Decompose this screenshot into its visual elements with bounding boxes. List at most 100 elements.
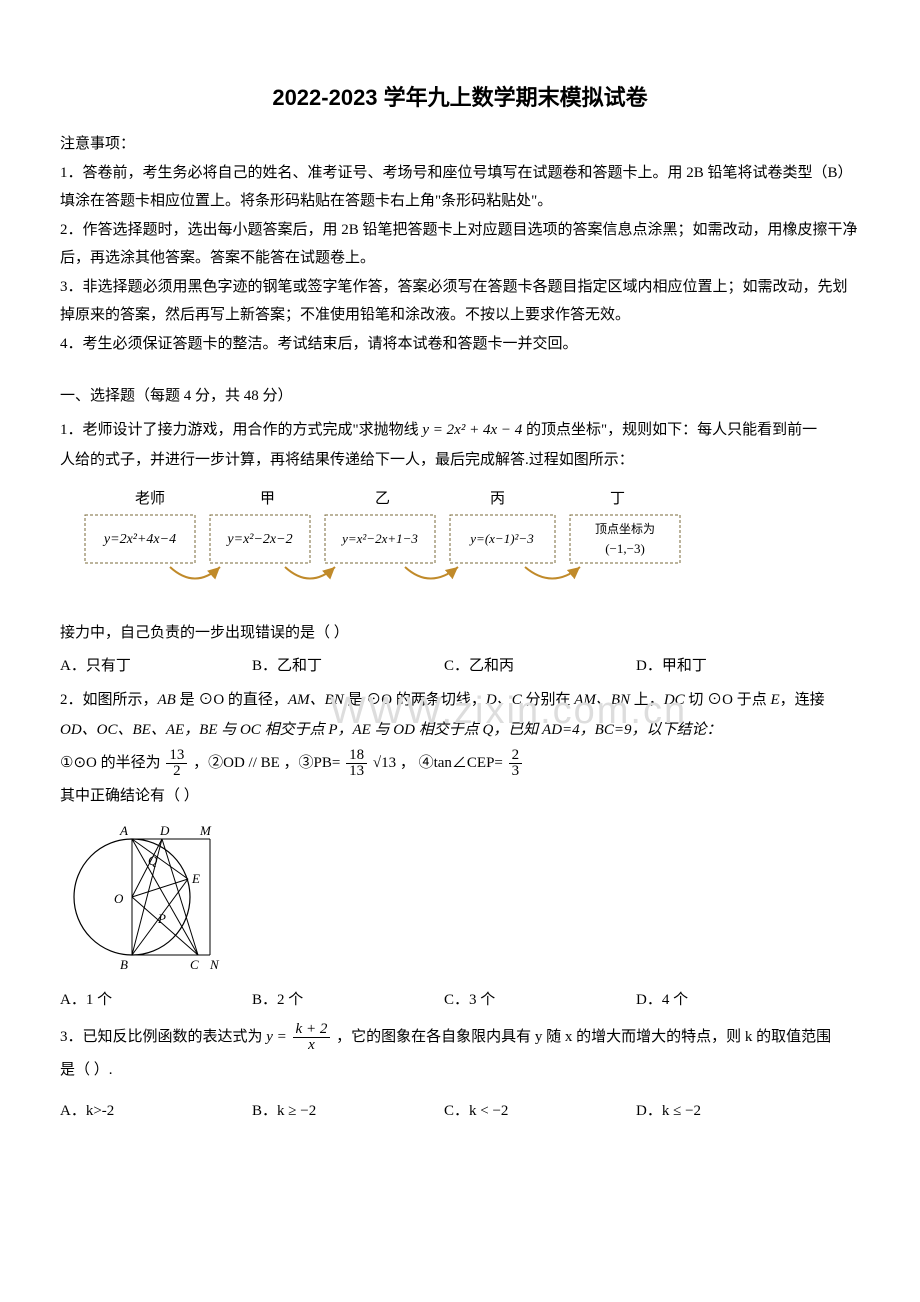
q2-l1g: 分别在 (522, 692, 575, 708)
q2-l1l: E (771, 692, 780, 708)
q2-options: A．1 个 B．2 个 C．3 个 D．4 个 (60, 988, 860, 1009)
q3-options: A．k>-2 B．k ≥ −2 C．k < −2 D．k ≤ −2 (60, 1099, 860, 1120)
section-1-heading: 一、选择题（每题 4 分，共 48 分） (60, 384, 860, 405)
flow-box-1: y=x²−2x−2 (210, 515, 310, 563)
q1-option-c: C．乙和丙 (444, 654, 636, 675)
notice-heading: 注意事项： (60, 130, 860, 159)
q2-s-sep2: ， ④tan∠CEP= (400, 755, 503, 771)
flow-arrow-1 (170, 567, 220, 579)
flow-arrow-4 (525, 567, 580, 579)
q2-option-d: D．4 个 (636, 988, 828, 1009)
q2-frac2: 1813 (344, 748, 369, 779)
q1-tail: 接力中，自己负责的一步出现错误的是（ ） (60, 618, 860, 648)
q3-option-d: D．k ≤ −2 (636, 1099, 828, 1120)
q2-l1e: 是 ⊙O 的两条切线， (344, 692, 486, 708)
q1-option-b: B．乙和丁 (252, 654, 444, 675)
svg-text:y=(x−1)²−3: y=(x−1)²−3 (468, 531, 534, 546)
q2-l1h: AM、BN (574, 692, 630, 708)
flow-label-2: 乙 (375, 491, 390, 507)
flow-box-2: y=x²−2x+1−3 (325, 515, 435, 563)
flow-label-0: 老师 (135, 490, 165, 507)
q2-frac1: 132 (164, 748, 189, 779)
q2-l1m: ，连接 (780, 692, 825, 708)
q1-option-d: D．甲和丁 (636, 654, 828, 675)
q1-flow-diagram: 老师 甲 乙 丙 丁 y=2x²+4x−4 y=x²−2x−2 y=x²−2x+… (80, 485, 860, 610)
svg-text:y=x²−2x+1−3: y=x²−2x+1−3 (340, 531, 418, 546)
q2-lbl-E: E (191, 871, 200, 886)
q2-lbl-N: N (209, 957, 220, 972)
q2-l1b: AB (158, 692, 176, 708)
q2-l1d: AM、BN (288, 692, 344, 708)
q1-text-a: 1．老师设计了接力游戏，用合作的方式完成"求抛物线 (60, 422, 422, 438)
q3-text-a: 3．已知反比例函数的表达式为 (60, 1029, 266, 1045)
flow-box-4: 顶点坐标为 (−1,−3) (570, 515, 680, 563)
q2-l1c: 是 ⊙O 的直径， (176, 692, 288, 708)
q3-stem: 3．已知反比例函数的表达式为 y = k + 2x ，它的图象在各自象限内具有 … (60, 1019, 860, 1055)
notice-item-4: 4．考生必须保证答题卡的整洁。考试结束后，请将本试卷和答题卡一并交回。 (60, 330, 860, 359)
q3-frac-num: k + 2 (293, 1022, 331, 1038)
notice-item-2: 2．作答选择题时，选出每小题答案后，用 2B 铅笔把答题卡上对应题目选项的答案信… (60, 216, 860, 273)
notice-item-1: 1．答卷前，考生务必将自己的姓名、准考证号、考场号和座位号填写在试题卷和答题卡上… (60, 159, 860, 216)
q2-frac3-den: 3 (509, 764, 523, 779)
q2-lbl-O: O (114, 891, 124, 906)
q3-text-b: ，它的图象在各自象限内具有 y 随 x 的增大而增大的特点，则 k 的取值范围 (336, 1029, 831, 1045)
q2-lbl-P: P (157, 911, 166, 926)
q2-l1f: D、C (486, 692, 522, 708)
q3-y-eq: y = (266, 1029, 290, 1045)
svg-text:(−1,−3): (−1,−3) (605, 541, 645, 556)
q2-l1k: 切 ⊙O 于点 (685, 692, 771, 708)
q3-frac: k + 2x (291, 1022, 333, 1053)
flow-label-1: 甲 (260, 491, 275, 507)
q3-frac-den: x (293, 1038, 331, 1053)
q2-lbl-D: D (159, 823, 170, 838)
q1-options: A．只有丁 B．乙和丁 C．乙和丙 D．甲和丁 (60, 654, 860, 675)
q2-l1i: 上， (630, 692, 664, 708)
flow-box-3: y=(x−1)²−3 (450, 515, 555, 563)
q2-frac3: 23 (507, 748, 525, 779)
notice-item-3: 3．非选择题必须用黑色字迹的钢笔或签字笔作答，答案必须写在答题卡各题目指定区域内… (60, 273, 860, 330)
q2-line2-text: OD、OC、BE、AE，BE 与 OC 相交于点 P，AE 与 OD 相交于点 … (60, 722, 721, 738)
q2-s1-pre: ①⊙O 的半径为 (60, 755, 161, 771)
q2-option-b: B．2 个 (252, 988, 444, 1009)
svg-text:顶点坐标为: 顶点坐标为 (595, 522, 655, 536)
q2-option-a: A．1 个 (60, 988, 252, 1009)
svg-text:y=2x²+4x−4: y=2x²+4x−4 (102, 532, 176, 547)
q2-sqrt: √13 (373, 755, 396, 771)
q2-frac1-den: 2 (166, 764, 187, 779)
q2-lbl-Q: Q (148, 853, 158, 868)
flow-label-4: 丁 (610, 491, 625, 507)
q2-line2: OD、OC、BE、AE，BE 与 OC 相交于点 P，AE 与 OD 相交于点 … (60, 715, 860, 745)
q2-frac2-num: 18 (346, 748, 367, 764)
flow-svg: 老师 甲 乙 丙 丁 y=2x²+4x−4 y=x²−2x−2 y=x²−2x+… (80, 485, 690, 605)
q3-option-c: C．k < −2 (444, 1099, 636, 1120)
q1-option-a: A．只有丁 (60, 654, 252, 675)
q3-option-b: B．k ≥ −2 (252, 1099, 444, 1120)
q2-line1: 2．如图所示，AB 是 ⊙O 的直径，AM、BN 是 ⊙O 的两条切线，D、C … (60, 685, 860, 715)
q2-statements: ①⊙O 的半径为 132 ，②OD // BE ，③PB= 1813 √13 ，… (60, 745, 860, 781)
q2-tail: 其中正确结论有（ ） (60, 781, 860, 811)
q1-formula: y = 2x² + 4x − 4 (422, 422, 522, 438)
flow-arrow-2 (285, 567, 335, 579)
q3-stem-2: 是（ ）. (60, 1055, 860, 1085)
q1-text-b: 的顶点坐标"，规则如下：每人只能看到前一 (522, 422, 817, 438)
q2-l1j: DC (664, 692, 685, 708)
q2-frac2-den: 13 (346, 764, 367, 779)
q2-frac3-num: 2 (509, 748, 523, 764)
q1-stem-line1: 1．老师设计了接力游戏，用合作的方式完成"求抛物线 y = 2x² + 4x −… (60, 415, 860, 445)
q2-frac1-num: 13 (166, 748, 187, 764)
q1-stem-line2: 人给的式子，并进行一步计算，再将结果传递给下一人，最后完成解答.过程如图所示： (60, 445, 860, 475)
flow-arrow-3 (405, 567, 458, 579)
q2-l1a: 2．如图所示， (60, 692, 158, 708)
flow-label-3: 丙 (490, 491, 505, 507)
q2-lbl-A: A (119, 823, 128, 838)
q2-s-sep1: ，②OD // BE ，③PB= (193, 755, 340, 771)
q2-svg: A D M Q E O P B C N (70, 817, 230, 977)
q2-lbl-C: C (190, 957, 199, 972)
svg-text:y=x²−2x−2: y=x²−2x−2 (225, 532, 292, 547)
q2-option-c: C．3 个 (444, 988, 636, 1009)
q2-figure: A D M Q E O P B C N (70, 817, 860, 982)
page-title: 2022-2023 学年九上数学期末模拟试卷 (60, 80, 860, 112)
q2-lbl-M: M (199, 823, 212, 838)
q2-lbl-B: B (120, 957, 128, 972)
flow-box-0: y=2x²+4x−4 (85, 515, 195, 563)
